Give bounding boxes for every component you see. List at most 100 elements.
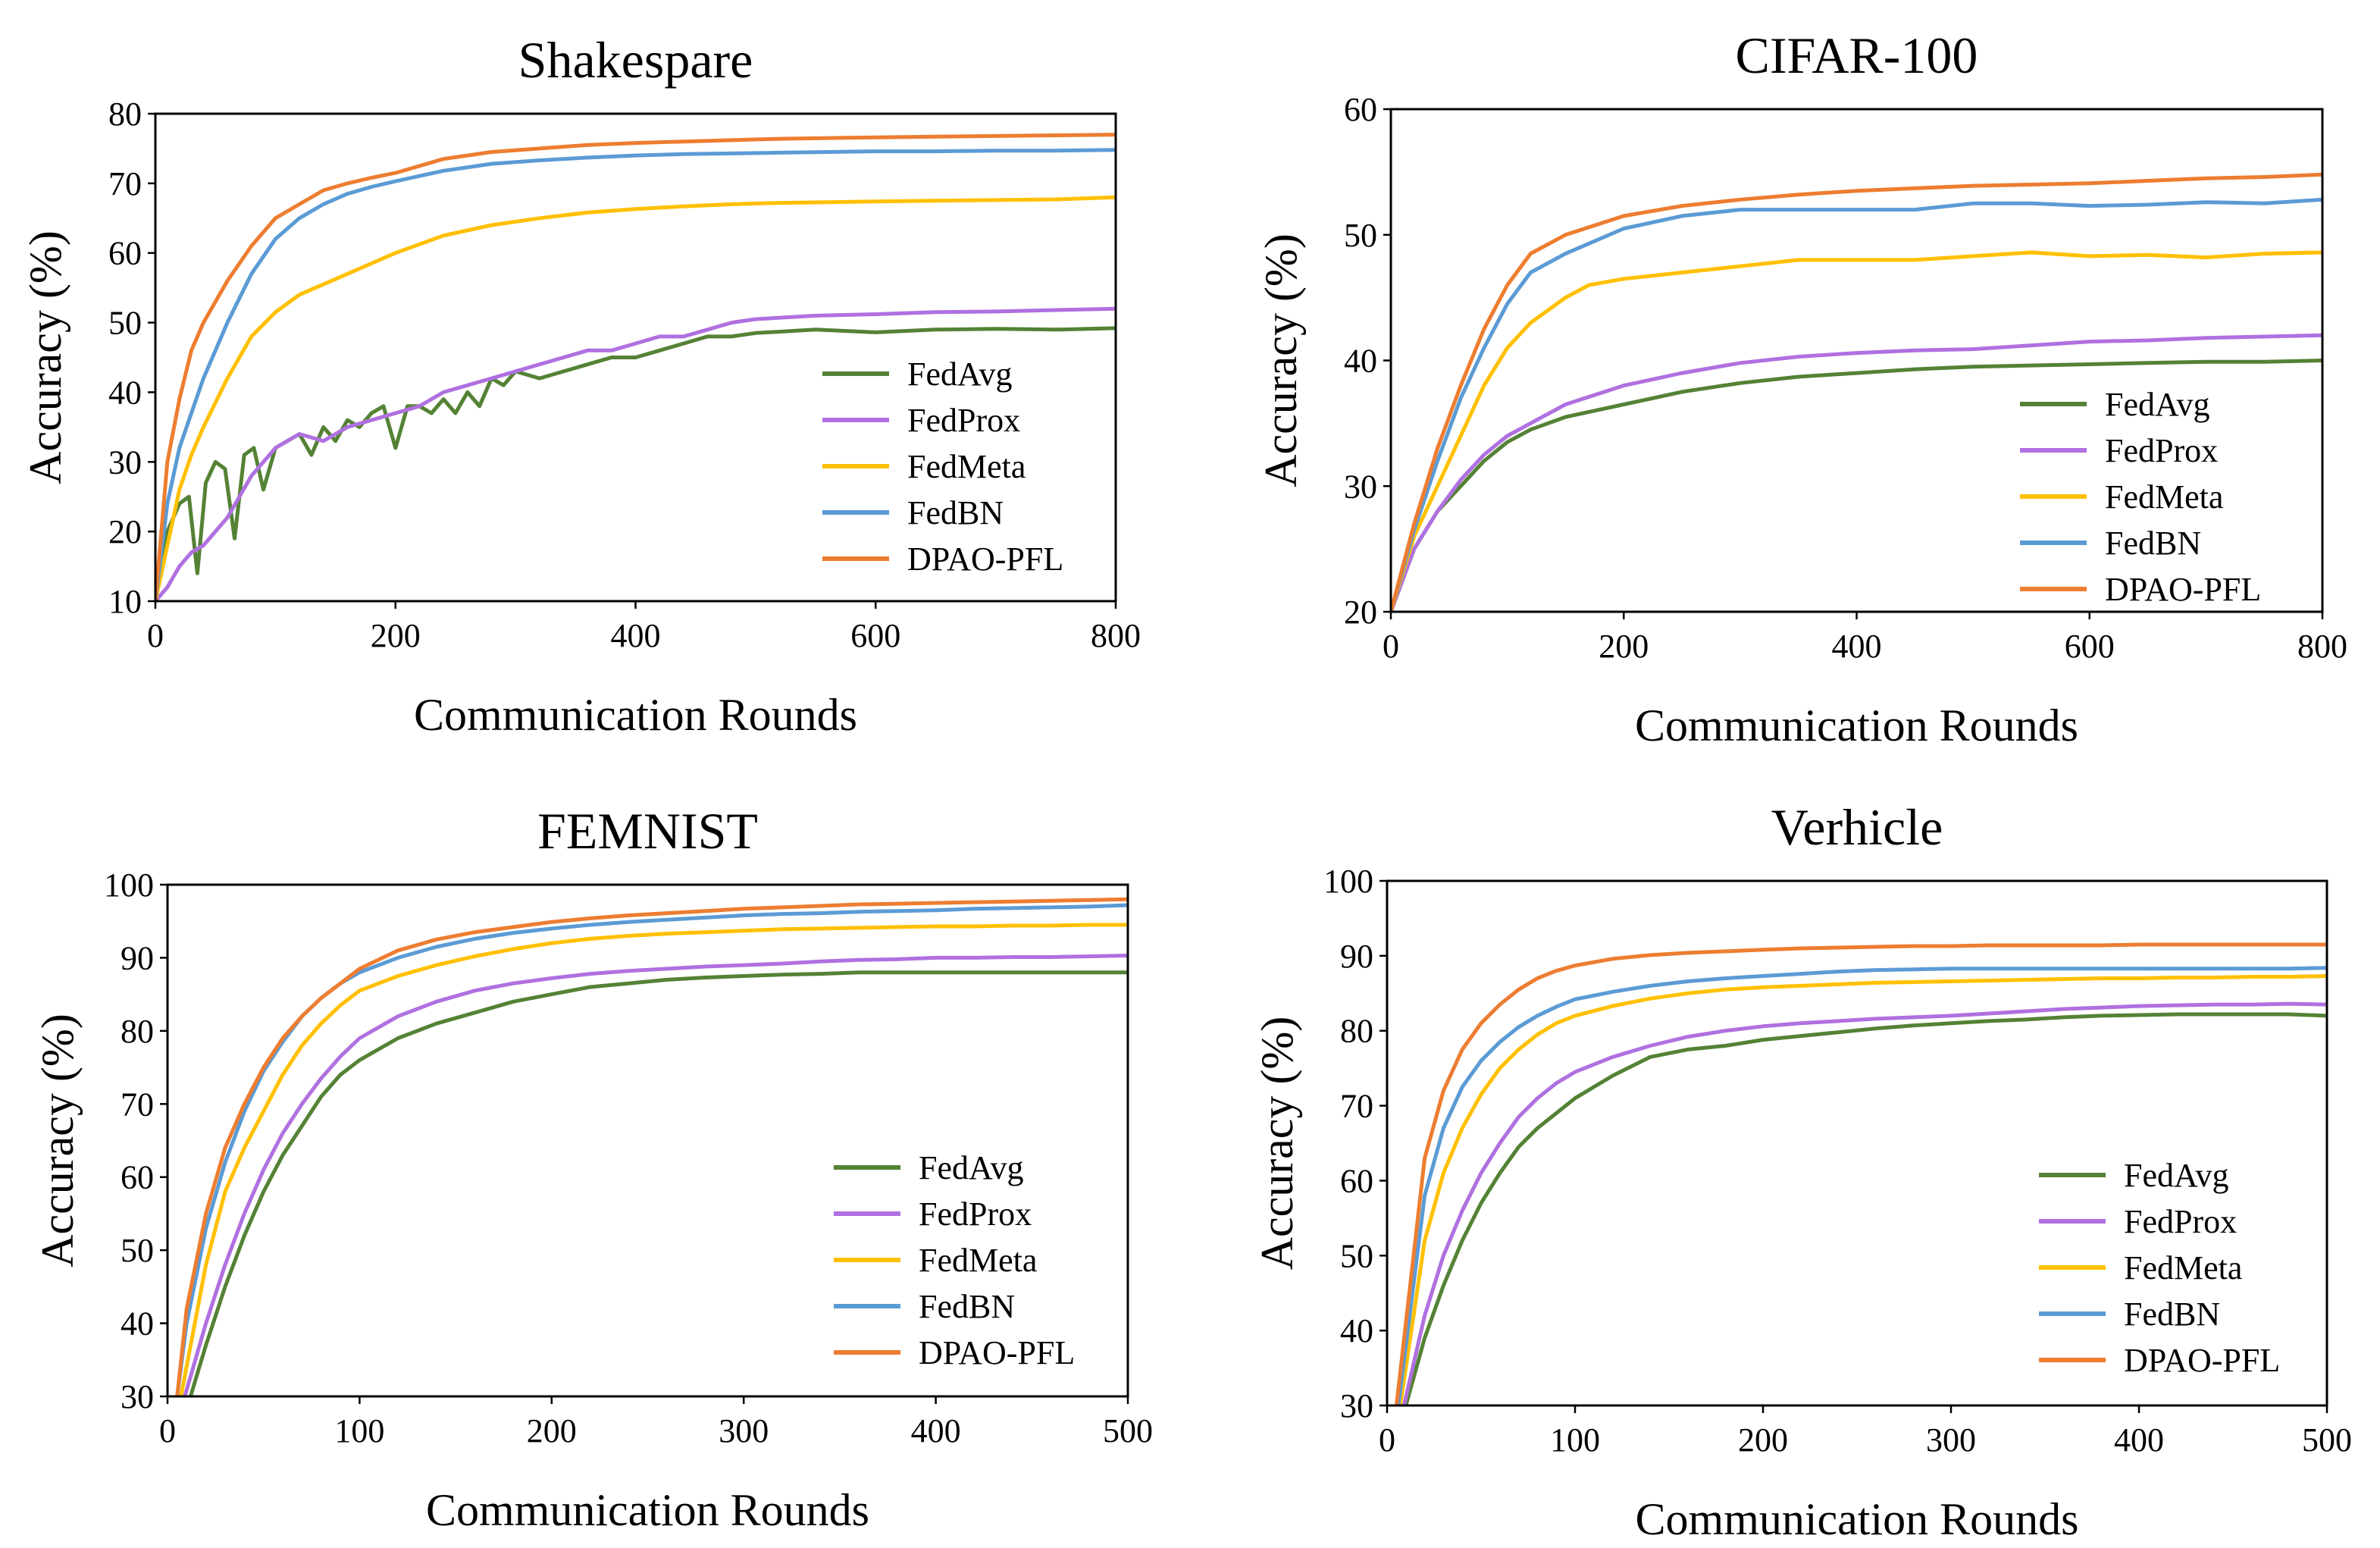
plot-frame <box>1386 879 2328 1407</box>
series-line-fedprox <box>1401 1001 2327 1405</box>
legend-label-dpao-pfl: DPAO-PFL <box>2105 571 2261 608</box>
x-tick-label: 300 <box>1926 1421 1976 1459</box>
legend-label-dpao-pfl: DPAO-PFL <box>919 1334 1075 1371</box>
legend-label-fedavg: FedAvg <box>907 356 1013 393</box>
x-tick-label: 200 <box>1738 1421 1788 1459</box>
chart-title: CIFAR-100 <box>1736 27 1978 84</box>
chart-title: Shakespare <box>518 31 753 89</box>
x-tick-label: 600 <box>2065 628 2115 665</box>
y-axis-label: Accuracy (%) <box>1256 233 1306 487</box>
y-tick-label: 80 <box>108 96 142 133</box>
legend-label-fedprox: FedProx <box>2105 432 2218 469</box>
y-tick-label: 60 <box>1340 1162 1373 1199</box>
legend-label-fedbn: FedBN <box>2105 525 2201 562</box>
legend-label-fedbn: FedBN <box>2124 1296 2220 1333</box>
x-tick-label: 800 <box>2297 628 2347 665</box>
x-tick-label: 0 <box>1383 628 1399 665</box>
series-line-fedbn <box>1396 966 2327 1405</box>
y-tick-label: 10 <box>108 583 142 620</box>
x-tick-label: 400 <box>1832 628 1882 665</box>
y-tick-label: 90 <box>121 939 154 976</box>
legend: FedAvg FedProx FedMeta FedBN DPAO-PFL <box>2020 386 2261 608</box>
y-tick-label: 40 <box>1344 343 1377 380</box>
y-tick-label: 50 <box>1344 217 1377 254</box>
y-tick-label: 40 <box>1340 1312 1373 1349</box>
x-axis-label: Communication Rounds <box>414 690 857 740</box>
y-tick-label: 50 <box>1340 1237 1373 1274</box>
x-tick-label: 400 <box>611 617 661 654</box>
legend-label-fedavg: FedAvg <box>2124 1157 2229 1194</box>
chart-femnist: FEMNIST 30 40 50 60 70 80 90 100 0 100 200 300 400 500… <box>33 802 1153 1535</box>
legend-label-fedbn: FedBN <box>919 1288 1015 1325</box>
y-axis-label: Accuracy (%) <box>33 1014 83 1268</box>
chart-title: Verhicle <box>1771 798 1943 856</box>
series-group <box>1394 942 2327 1405</box>
x-tick-label: 400 <box>911 1412 961 1449</box>
legend-label-fedbn: FedBN <box>907 494 1004 531</box>
series-line-fedbn <box>1391 197 2322 612</box>
x-tick-label: 800 <box>1091 617 1141 654</box>
legend: FedAvg FedProx FedMeta FedBN DPAO-PFL <box>822 356 1063 578</box>
y-tick-label: 30 <box>121 1378 154 1415</box>
y-tick-label: 100 <box>1323 863 1373 900</box>
plot-frame <box>166 883 1129 1398</box>
series-line-dpao-pfl <box>1391 172 2322 612</box>
x-tick-label: 100 <box>334 1412 384 1449</box>
legend-label-dpao-pfl: DPAO-PFL <box>2124 1342 2280 1379</box>
y-tick-label: 30 <box>1340 1387 1373 1424</box>
series-group <box>175 897 1128 1396</box>
legend-label-fedprox: FedProx <box>919 1195 1032 1233</box>
y-tick-label: 40 <box>121 1305 154 1343</box>
legend-label-fedmeta: FedMeta <box>2124 1249 2242 1286</box>
legend-label-fedmeta: FedMeta <box>907 448 1026 485</box>
series-line-fedmeta <box>179 923 1128 1396</box>
x-tick-label: 200 <box>371 617 421 654</box>
y-axis-label: Accuracy (%) <box>1252 1017 1302 1271</box>
x-tick-label: 200 <box>1599 628 1649 665</box>
legend-label-dpao-pfl: DPAO-PFL <box>907 541 1063 578</box>
y-axis-label: Accuracy (%) <box>20 230 70 484</box>
x-axis-label: Communication Rounds <box>426 1485 869 1535</box>
series-line-fedavg <box>1404 1012 2327 1405</box>
chart-verhicle: Verhicle 30 40 50 60 70 80 90 100 0 100 200 300 400 50… <box>1252 798 2352 1544</box>
y-tick-label: 80 <box>1340 1013 1373 1050</box>
chart-title: FEMNIST <box>537 802 758 860</box>
series-line-fedavg <box>188 970 1128 1396</box>
series-line-fedmeta <box>1391 250 2322 612</box>
x-tick-label: 400 <box>2114 1421 2164 1459</box>
y-tick-label: 50 <box>108 305 142 342</box>
x-tick-label: 0 <box>147 617 164 654</box>
series-line-dpao-pfl <box>155 133 1116 601</box>
y-tick-label: 20 <box>108 513 142 550</box>
legend: FedAvg FedProx FedMeta FedBN DPAO-PFL <box>834 1149 1075 1371</box>
legend-label-fedavg: FedAvg <box>919 1149 1024 1186</box>
legend-label-fedprox: FedProx <box>907 402 1020 439</box>
series-line-fedprox <box>183 954 1128 1396</box>
legend: FedAvg FedProx FedMeta FedBN DPAO-PFL <box>2039 1157 2280 1379</box>
legend-label-fedprox: FedProx <box>2124 1203 2237 1240</box>
y-tick-label: 100 <box>104 866 154 904</box>
series-line-fedprox <box>1391 333 2322 612</box>
x-tick-label: 500 <box>2302 1421 2352 1459</box>
x-axis-label: Communication Rounds <box>1635 700 2078 750</box>
x-tick-label: 600 <box>850 617 900 654</box>
series-line-fedprox <box>155 306 1116 601</box>
x-tick-label: 300 <box>719 1412 769 1449</box>
series-line-fedbn <box>155 148 1116 601</box>
series-line-dpao-pfl <box>1394 942 2327 1405</box>
y-tick-label: 60 <box>108 235 142 272</box>
y-tick-label: 50 <box>121 1232 154 1269</box>
series-line-fedmeta <box>1398 974 2327 1405</box>
y-tick-label: 70 <box>108 165 142 202</box>
series-line-fedavg <box>1391 359 2322 612</box>
series-group <box>155 133 1116 601</box>
x-tick-label: 200 <box>527 1412 577 1449</box>
x-tick-label: 0 <box>1379 1421 1395 1459</box>
legend-label-fedmeta: FedMeta <box>2105 478 2223 515</box>
y-tick-label: 40 <box>108 374 142 411</box>
x-tick-label: 500 <box>1103 1412 1153 1449</box>
series-line-fedmeta <box>155 195 1116 601</box>
